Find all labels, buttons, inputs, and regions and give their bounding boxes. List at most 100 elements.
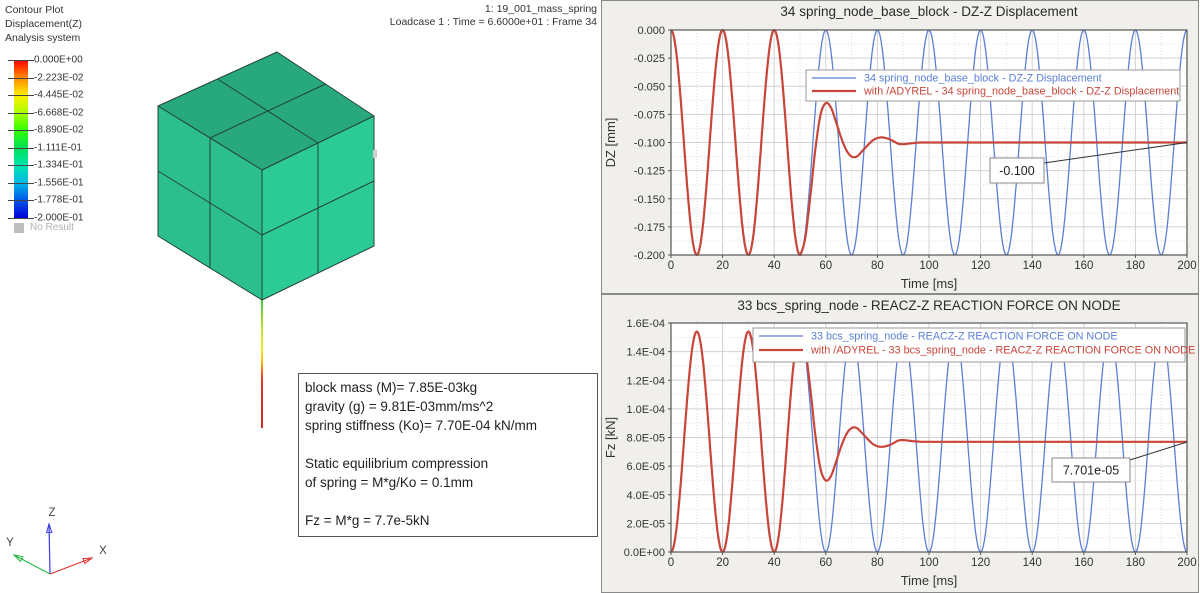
x-tick-label: 80 bbox=[871, 260, 884, 272]
model-header: 1: 19_001_mass_spring Loadcase 1 : Time … bbox=[390, 3, 597, 29]
x-axis bbox=[49, 557, 93, 575]
model-viewport-cube[interactable] bbox=[130, 30, 390, 310]
annotation-leader-line bbox=[1043, 142, 1188, 164]
x-tick-label: 140 bbox=[1023, 557, 1042, 569]
annotation-value: 7.701e-05 bbox=[1063, 464, 1119, 478]
y-tick-label: -0.200 bbox=[634, 250, 665, 262]
y-axis-title: Fz [kN] bbox=[603, 417, 618, 458]
y-tick-label: 8.0E-05 bbox=[626, 433, 665, 445]
x-tick-label: 120 bbox=[971, 557, 990, 569]
z-axis-label: Z bbox=[48, 507, 55, 519]
annotation-box bbox=[1051, 457, 1131, 483]
contour-colorbar-ticks bbox=[4, 60, 34, 219]
info-note-line: gravity (g) = 9.81E-03mm/ms^2 bbox=[305, 399, 494, 414]
grid bbox=[671, 323, 1187, 552]
chart-title: 33 bcs_spring_node - REACZ-Z REACTION FO… bbox=[737, 298, 1120, 313]
y-axis-title: DZ [mm] bbox=[603, 118, 618, 168]
x-tick-label: 180 bbox=[1126, 260, 1145, 272]
z-axis bbox=[48, 523, 51, 575]
chart-canvas: 0 20 40 60 80 100 120 140 160 180 200 0.000 -0.025 -0… bbox=[601, 0, 1199, 294]
contour-value-label: -2.000E-01 bbox=[34, 212, 84, 224]
x-axis-title: Time [ms] bbox=[901, 276, 958, 291]
cube-element-edge bbox=[261, 180, 375, 236]
chart-figure-dz-displacement[interactable]: 0 20 40 60 80 100 120 140 160 180 200 0.000 -0.025 -0… bbox=[601, 0, 1199, 294]
y-tick-label: 2.0E-05 bbox=[626, 518, 665, 530]
y-tick-label: -0.050 bbox=[634, 81, 665, 93]
no-result-swatch bbox=[14, 222, 24, 233]
info-note-line: of spring = M*g/Ko = 0.1mm bbox=[305, 475, 474, 490]
y-tick-label: -0.025 bbox=[634, 53, 665, 65]
y-axis-label: Y bbox=[6, 537, 14, 549]
annotation-box bbox=[989, 157, 1045, 184]
spring-element bbox=[261, 300, 263, 428]
x-tick-label: 20 bbox=[716, 260, 729, 272]
x-tick-label: 200 bbox=[1177, 260, 1196, 272]
y-tick-label: -0.125 bbox=[634, 166, 665, 178]
contour-tick bbox=[8, 218, 34, 219]
contour-value-label: -1.334E-01 bbox=[34, 159, 84, 171]
x-tick-label: 60 bbox=[819, 557, 832, 569]
legend-entry-label: 33 bcs_spring_node - REACZ-Z REACTION FO… bbox=[811, 331, 1118, 343]
x-tick-label: 60 bbox=[819, 260, 832, 272]
y-tick-label: -0.100 bbox=[634, 138, 665, 150]
y-tick-label: 0.000 bbox=[637, 25, 665, 37]
info-note-line bbox=[305, 492, 591, 511]
x-axis-label: X bbox=[99, 545, 107, 557]
contour-tick bbox=[8, 77, 34, 79]
contour-value-label: -4.445E-02 bbox=[34, 89, 84, 101]
contour-legend-system: Analysis system bbox=[5, 32, 81, 44]
legend-entry-label: 34 spring_node_base_block - DZ-Z Displac… bbox=[864, 73, 1102, 85]
contour-legend-result-type: Displacement(Z) bbox=[5, 18, 83, 30]
y-tick-label: -0.075 bbox=[634, 109, 665, 121]
contour-value-label: -6.668E-02 bbox=[34, 107, 84, 119]
legend-entry-label: with /ADYREL - 33 bcs_spring_node - REAC… bbox=[810, 345, 1195, 357]
contour-value-label: -2.223E-02 bbox=[34, 72, 84, 84]
x-tick-label: 20 bbox=[716, 557, 729, 569]
contour-tick bbox=[8, 147, 34, 149]
contour-tick bbox=[8, 130, 34, 132]
axis-triad: Z Y X bbox=[6, 507, 107, 575]
contour-tick bbox=[8, 60, 34, 61]
contour-tick bbox=[8, 95, 34, 97]
x-tick-label: 160 bbox=[1074, 260, 1093, 272]
contour-value-label: -1.778E-01 bbox=[34, 194, 84, 206]
x-tick-label: 180 bbox=[1126, 557, 1145, 569]
legend-entry-label: with /ADYREL - 34 spring_node_base_block… bbox=[863, 86, 1179, 98]
x-tick-label: 0 bbox=[668, 557, 674, 569]
model-info-note: block mass (M)= 7.85E-03kg gravity (g) = … bbox=[298, 373, 598, 537]
info-note-line: Fz = M*g = 7.7e-5kN bbox=[305, 513, 430, 528]
y-tick-label: -0.175 bbox=[634, 222, 665, 234]
y-tick-label: -0.150 bbox=[634, 194, 665, 206]
annotation-leader-line bbox=[1129, 441, 1188, 461]
contour-value-label: -1.556E-01 bbox=[34, 177, 84, 189]
contour-tick bbox=[8, 165, 34, 167]
x-tick-label: 140 bbox=[1023, 260, 1042, 272]
chart-title: 34 spring_node_base_block - DZ-Z Displac… bbox=[780, 4, 1077, 19]
cube-element-edge bbox=[209, 83, 326, 139]
contour-colorbar bbox=[14, 60, 28, 218]
z-axis-arrowhead bbox=[45, 522, 53, 534]
contour-tick bbox=[8, 182, 34, 184]
info-note-line: block mass (M)= 7.85E-03kg bbox=[305, 380, 478, 395]
contour-legend-title: Contour Plot bbox=[5, 4, 64, 16]
x-axis-title: Time [ms] bbox=[901, 573, 958, 588]
info-note-line bbox=[305, 435, 591, 454]
chart-canvas: 0 20 40 60 80 100 120 140 160 180 200 1.6E-04 1.4E-0… bbox=[601, 294, 1199, 593]
y-tick-label: 1.2E-04 bbox=[626, 375, 665, 387]
x-tick-label: 100 bbox=[919, 260, 938, 272]
legend-box bbox=[752, 327, 1186, 363]
chart-figure-fz-reaction[interactable]: 0 20 40 60 80 100 120 140 160 180 200 1.6E-04 1.4E-0… bbox=[601, 294, 1199, 593]
model-name: 1: 19_001_mass_spring bbox=[484, 3, 597, 15]
y-axis-arrowhead bbox=[12, 554, 24, 563]
x-tick-label: 120 bbox=[971, 260, 990, 272]
y-tick-label: 4.0E-05 bbox=[626, 490, 665, 502]
y-axis bbox=[13, 554, 51, 575]
legend-box bbox=[805, 69, 1181, 102]
contour-legend-header: Contour Plot Displacement(Z) Analysis sy… bbox=[5, 3, 82, 45]
y-tick-label: 1.4E-04 bbox=[626, 347, 665, 359]
x-tick-label: 0 bbox=[668, 260, 674, 272]
info-note-line: Static equilibrium compression bbox=[305, 456, 489, 471]
x-tick-label: 80 bbox=[871, 557, 884, 569]
contour-value-label: 0.000E+00 bbox=[34, 54, 83, 66]
